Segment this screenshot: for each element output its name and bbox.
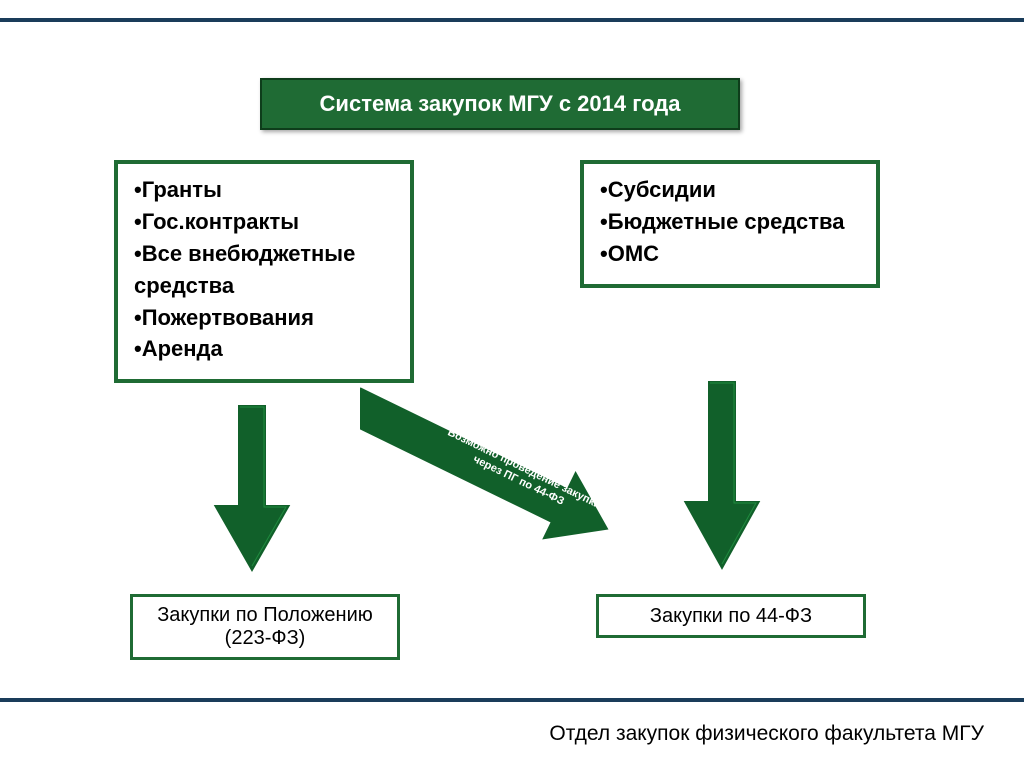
list-item: Гос.контракты: [134, 206, 394, 238]
right-result-label: Закупки по 44-ФЗ: [596, 594, 866, 638]
diagram-title: Система закупок МГУ с 2014 года: [320, 91, 681, 117]
diagram-title-box: Система закупок МГУ с 2014 года: [260, 78, 740, 130]
right-sources-list: Субсидии Бюджетные средства ОМС: [600, 174, 860, 270]
right-result-text: Закупки по 44-ФЗ: [650, 605, 812, 628]
list-item: Бюджетные средства: [600, 206, 860, 238]
left-sources-box: Гранты Гос.контракты Все внебюджетные ср…: [114, 160, 414, 383]
left-result-text: Закупки по Положению (223-ФЗ): [141, 604, 389, 650]
left-result-label: Закупки по Положению (223-ФЗ): [130, 594, 400, 660]
top-rule: [0, 18, 1024, 22]
arrow-left-down-icon: [212, 404, 292, 574]
list-item: Все внебюджетные средства: [134, 238, 394, 302]
bottom-rule: [0, 698, 1024, 702]
list-item: ОМС: [600, 238, 860, 270]
footer-text: Отдел закупок физического факультета МГУ: [549, 722, 984, 746]
list-item: Пожертвования: [134, 302, 394, 334]
arrow-diagonal-icon: [360, 376, 650, 586]
list-item: Гранты: [134, 174, 394, 206]
right-sources-box: Субсидии Бюджетные средства ОМС: [580, 160, 880, 288]
arrow-right-down-icon: [682, 380, 762, 572]
list-item: Аренда: [134, 333, 394, 365]
list-item: Субсидии: [600, 174, 860, 206]
left-sources-list: Гранты Гос.контракты Все внебюджетные ср…: [134, 174, 394, 365]
